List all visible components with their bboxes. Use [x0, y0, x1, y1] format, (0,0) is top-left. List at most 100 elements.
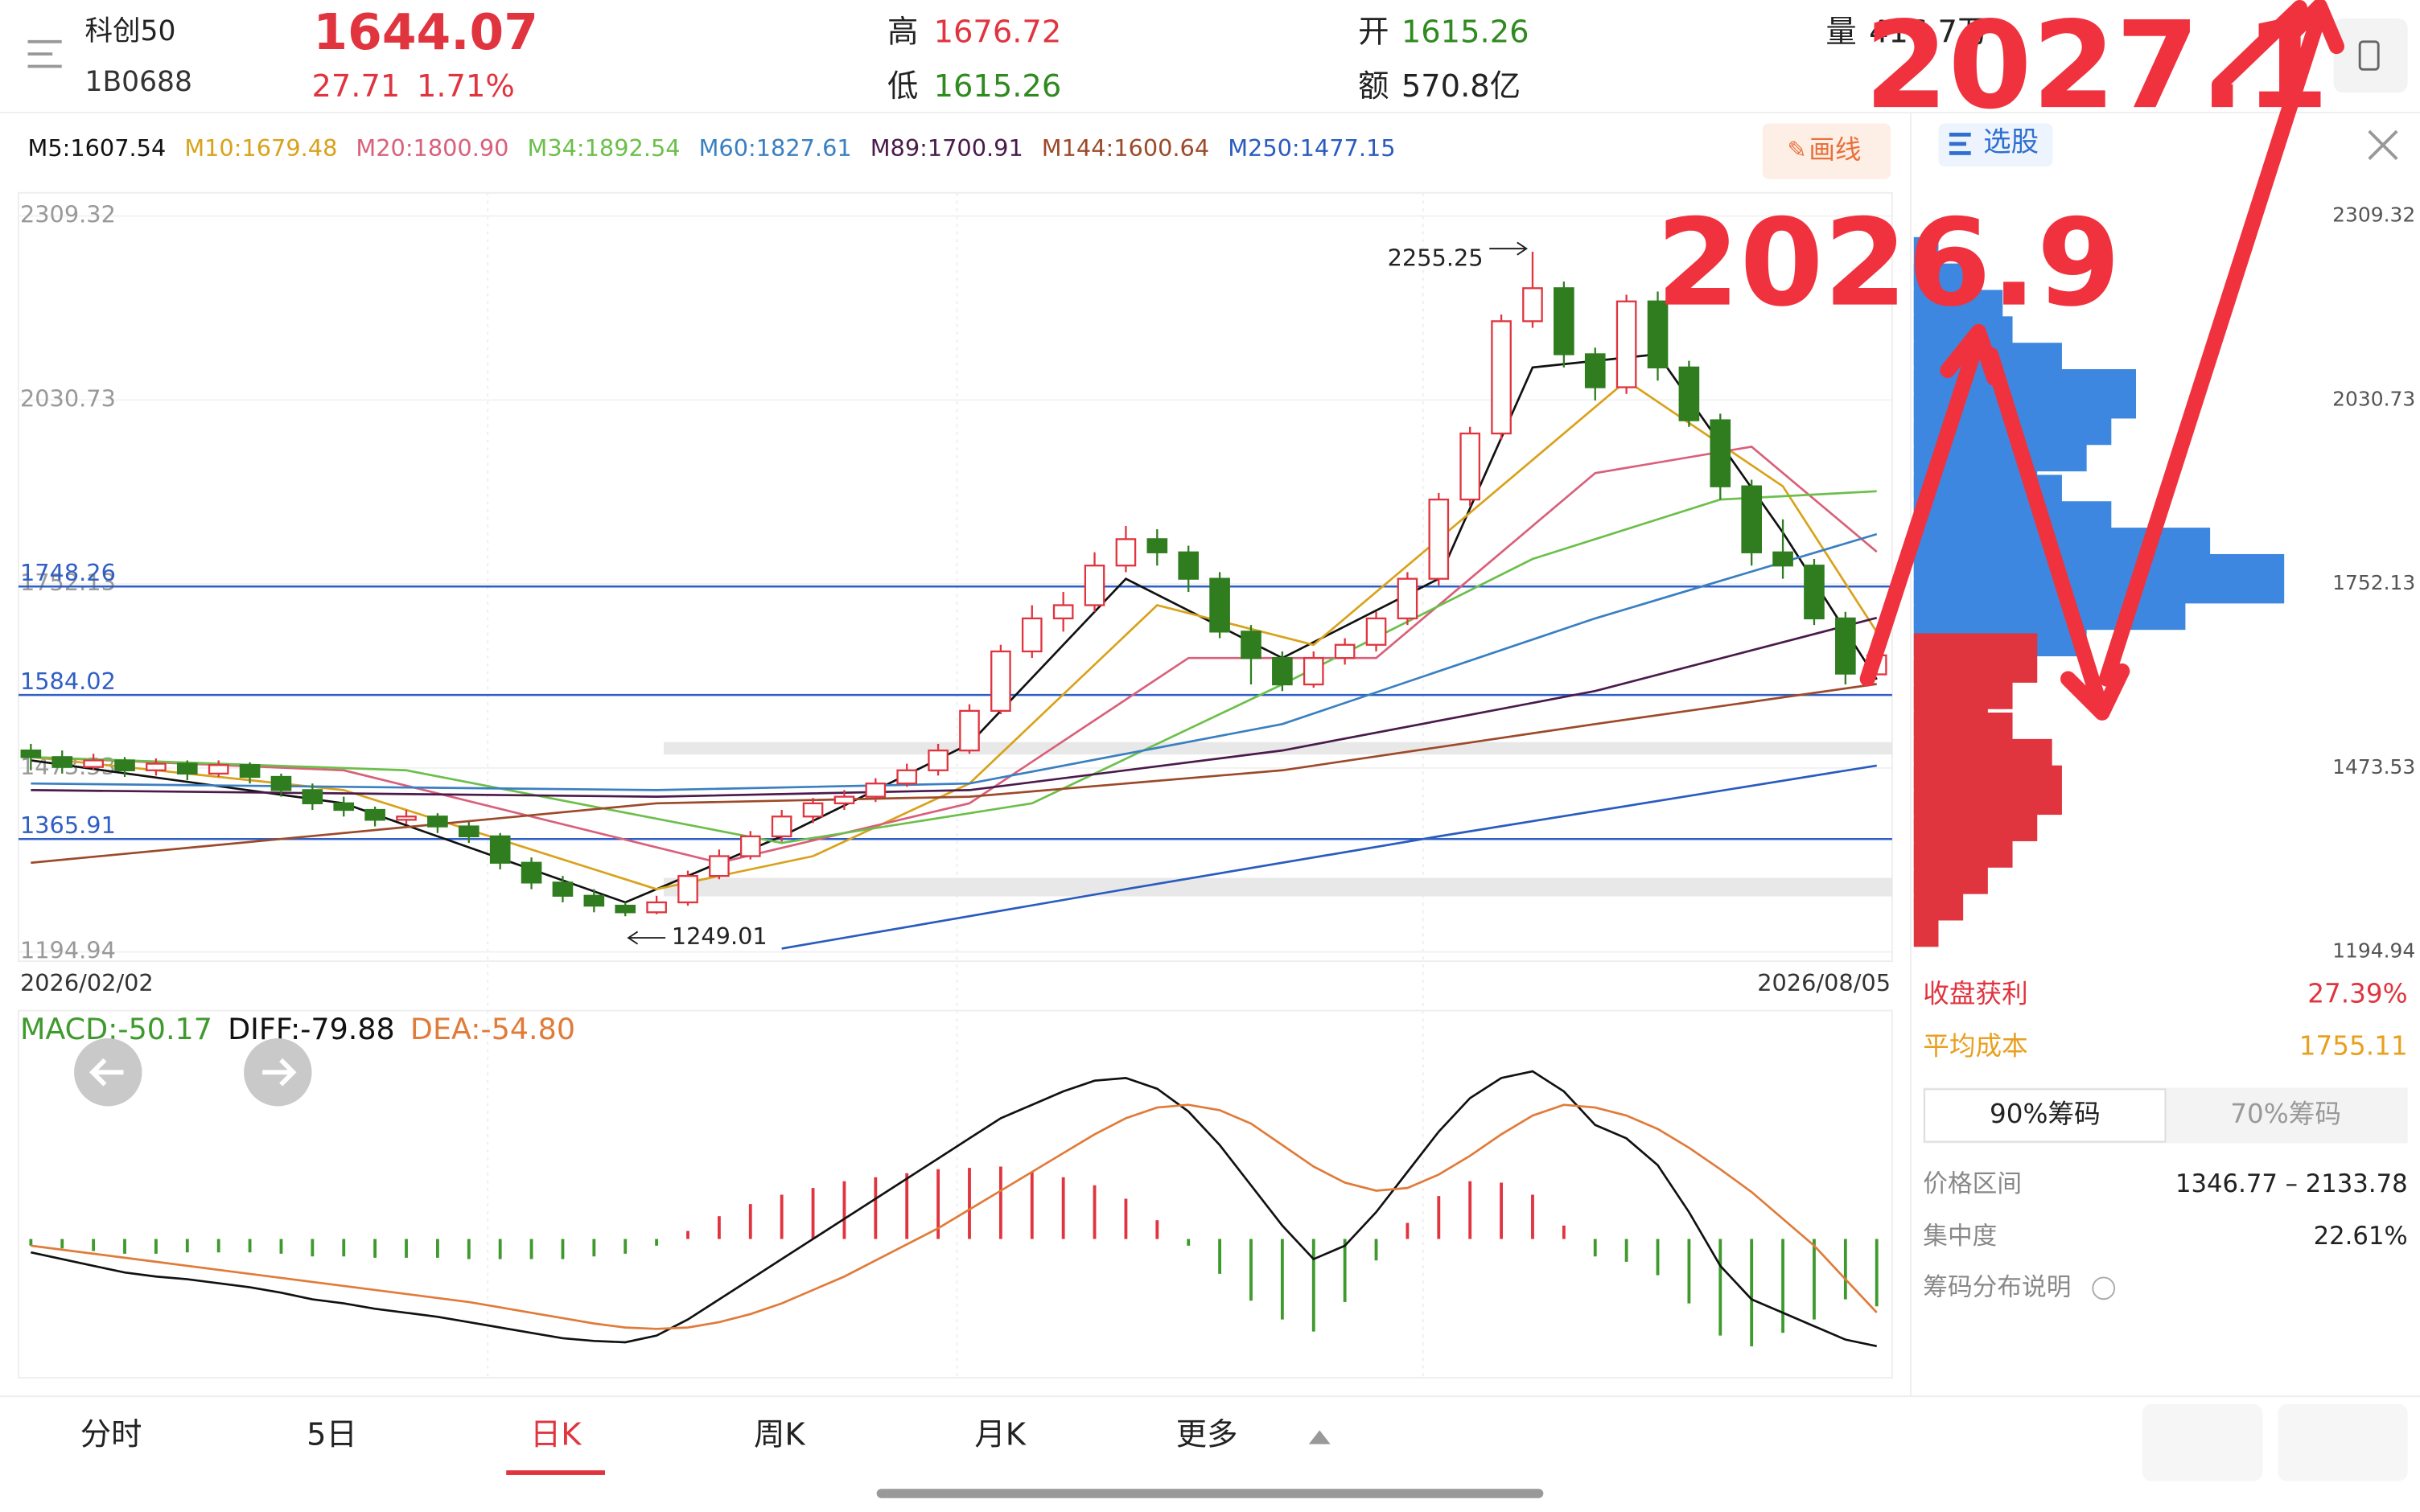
tab[interactable]: 月K — [974, 1417, 1026, 1453]
x-label: 2026/02/02 — [20, 969, 154, 996]
ma-legend: M20:1800.90 — [356, 134, 508, 162]
profile-tick-label: 1194.94 — [2332, 939, 2415, 963]
ma-line — [31, 532, 1878, 791]
profit-label: 收盘获利 — [1923, 978, 2027, 1009]
macd-line — [31, 1103, 1878, 1330]
draw-button[interactable] — [1762, 123, 1891, 179]
amount: 570.8亿 — [1401, 68, 1521, 105]
candle-body — [1303, 657, 1324, 686]
screener-label: 选股 — [1983, 126, 2039, 158]
plot: 2309.32 2030.73 1752.13 1473.53 1194.94 1748.… — [19, 134, 2415, 1348]
tab[interactable]: 日K — [530, 1417, 582, 1453]
candle-body — [583, 894, 605, 907]
candle-body — [1146, 538, 1168, 553]
candle-body — [302, 789, 323, 804]
next-arrow — [262, 1058, 297, 1087]
candle-body — [833, 795, 855, 804]
candle-body — [1459, 432, 1481, 501]
profile-tick-label: 2309.32 — [2332, 203, 2415, 227]
candle-body — [146, 762, 167, 771]
ma-legend: M5:1607.54 — [28, 134, 167, 162]
help-icon[interactable] — [2092, 1276, 2116, 1300]
low-arrow — [627, 931, 666, 945]
level-label: 1365.91 — [20, 811, 116, 839]
candle-body — [990, 650, 1011, 713]
candle-body — [802, 802, 824, 818]
high-label: 高 — [887, 14, 918, 51]
ma-legend: M250:1477.15 — [1228, 134, 1395, 162]
prev-arrow — [89, 1058, 124, 1087]
candle-body — [1804, 565, 1825, 620]
candle-body — [1115, 538, 1137, 567]
button[interactable] — [2278, 1403, 2408, 1481]
x-label: 2026/08/05 — [1757, 969, 1891, 996]
candle-body — [1491, 320, 1512, 435]
chip-bar — [1913, 897, 1939, 947]
change-pct: 1.71% — [417, 68, 515, 105]
ma-line — [781, 764, 1877, 950]
chip-tab[interactable]: 70%筹码 — [2230, 1099, 2341, 1129]
overlay-text: 2027.1 — [1864, 0, 2328, 136]
profile-tick-label: 2030.73 — [2332, 387, 2415, 410]
ma-line — [31, 490, 1877, 844]
candle-body — [396, 816, 417, 821]
candle-body — [1084, 565, 1105, 606]
candle-body — [646, 901, 667, 914]
more-caret[interactable] — [1308, 1430, 1331, 1444]
low: 1615.26 — [934, 68, 1062, 105]
candle-body — [1615, 300, 1637, 388]
ma-legend: M89:1700.91 — [870, 134, 1023, 162]
candle-body — [1647, 300, 1669, 369]
candle-body — [615, 904, 636, 914]
range: 1346.77 – 2133.78 — [2175, 1170, 2408, 1198]
chip-help[interactable]: 筹码分布说明 — [1923, 1273, 2071, 1301]
level-label: 1748.26 — [20, 559, 116, 586]
candle-body — [427, 816, 448, 828]
menu-icon[interactable] — [27, 39, 62, 68]
tab[interactable]: 更多 — [1176, 1417, 1238, 1453]
index-name: 科创50 — [85, 15, 176, 47]
ma-line — [31, 445, 1878, 865]
candle-body — [896, 769, 918, 785]
candle-body — [1178, 551, 1200, 580]
overlay-text: 2026.9 — [1656, 194, 2120, 334]
drawn-arrows — [1859, 0, 2344, 721]
change: 27.71 — [312, 68, 401, 105]
candle-body — [1021, 617, 1043, 653]
profit: 27.39% — [2307, 978, 2407, 1009]
candle-body — [270, 775, 292, 791]
y-tick-label: 2030.73 — [20, 384, 116, 412]
macd-line — [31, 1070, 1878, 1348]
candle-body — [51, 756, 73, 768]
tab[interactable]: 5日 — [307, 1417, 357, 1453]
ma-line — [31, 353, 1878, 904]
candle-body — [239, 764, 261, 779]
tab[interactable]: 分时 — [80, 1417, 142, 1453]
candle-body — [333, 802, 355, 811]
high-arrow — [1489, 241, 1529, 256]
high: 1676.72 — [934, 14, 1062, 51]
button[interactable] — [2142, 1403, 2263, 1481]
candle-body — [83, 759, 104, 768]
profile-tick-label: 1473.53 — [2332, 755, 2415, 779]
range-label: 价格区间 — [1923, 1170, 2022, 1198]
candle-body — [552, 881, 574, 897]
chip-tab-active[interactable] — [1924, 1088, 2167, 1143]
candle-body — [521, 861, 542, 884]
device-icon — [2358, 40, 2380, 71]
ma-line — [31, 683, 1877, 865]
device-button[interactable] — [2333, 18, 2408, 93]
tab[interactable]: 周K — [754, 1417, 805, 1453]
ma-line — [31, 616, 1878, 798]
candle-body — [1397, 577, 1418, 620]
candle-body — [1522, 287, 1543, 323]
candle-body — [928, 749, 949, 771]
candle-body — [1428, 498, 1450, 580]
candle-body — [1052, 604, 1074, 620]
chip-tab[interactable]: 90%筹码 — [1990, 1099, 2101, 1129]
candle-body — [1554, 287, 1574, 355]
close-button[interactable] — [2368, 129, 2398, 160]
high-label: 2255.25 — [1388, 244, 1484, 272]
